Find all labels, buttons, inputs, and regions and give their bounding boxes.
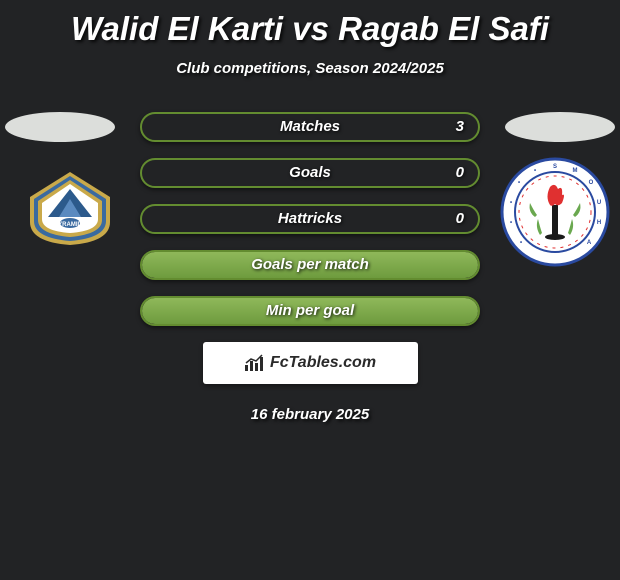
stat-row: Min per goal (140, 296, 480, 326)
svg-text:S: S (553, 164, 557, 170)
svg-text:H: H (597, 220, 601, 226)
stat-row: Matches 3 (140, 112, 480, 142)
stat-label: Goals (142, 160, 478, 186)
club-logo-right: S M O U H A • • • • • (500, 157, 610, 267)
date-text: 16 february 2025 (0, 406, 620, 423)
stat-row: Hattricks 0 (140, 204, 480, 234)
stat-value-right: 0 (456, 160, 464, 186)
pyramids-logo-icon: PYRAMIDS (20, 167, 120, 247)
stat-label: Goals per match (142, 252, 478, 278)
svg-text:U: U (597, 200, 601, 206)
svg-text:•: • (510, 200, 512, 206)
stat-value-right: 3 (456, 114, 464, 140)
player-photo-left (5, 112, 115, 142)
smouha-logo-icon: S M O U H A • • • • • (500, 157, 610, 267)
svg-text:•: • (534, 168, 536, 174)
stat-value-right: 0 (456, 206, 464, 232)
page-subtitle: Club competitions, Season 2024/2025 (0, 60, 620, 77)
brand-badge: FcTables.com (203, 342, 418, 384)
club-logo-left: PYRAMIDS (20, 167, 120, 247)
stats-list: Matches 3 Goals 0 Hattricks 0 Goals per … (140, 112, 480, 326)
svg-text:M: M (573, 168, 578, 174)
stat-label: Hattricks (142, 206, 478, 232)
stat-row: Goals per match (140, 250, 480, 280)
svg-text:A: A (587, 240, 592, 246)
svg-text:•: • (518, 180, 520, 186)
silhouette-icon (5, 112, 115, 142)
page-title: Walid El Karti vs Ragab El Safi (0, 0, 620, 48)
stat-label: Matches (142, 114, 478, 140)
svg-text:PYRAMIDS: PYRAMIDS (54, 222, 86, 228)
svg-text:•: • (510, 220, 512, 226)
silhouette-icon (505, 112, 615, 142)
player-photo-right (505, 112, 615, 142)
stat-row: Goals 0 (140, 158, 480, 188)
svg-text:•: • (520, 240, 522, 246)
brand-text: FcTables.com (270, 354, 376, 372)
brand-chart-icon (244, 354, 266, 372)
comparison-area: PYRAMIDS S M O U H A • • • • • (0, 112, 620, 423)
stat-label: Min per goal (142, 298, 478, 324)
svg-text:O: O (589, 180, 594, 186)
